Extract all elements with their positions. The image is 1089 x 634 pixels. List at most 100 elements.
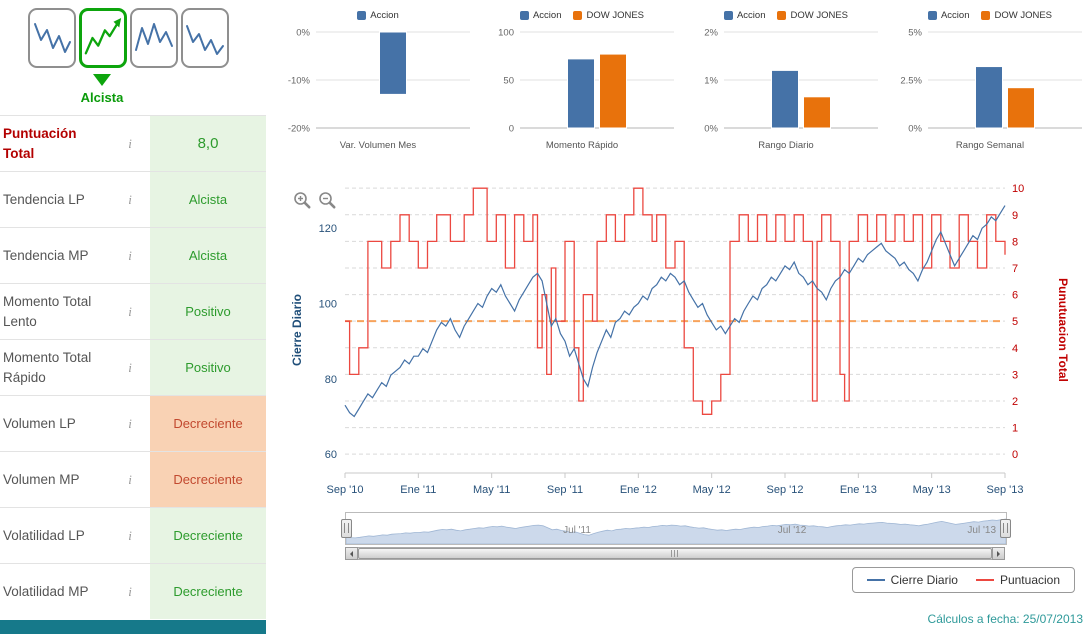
- svg-text:Sep '11: Sep '11: [547, 484, 583, 496]
- svg-text:8: 8: [1012, 236, 1018, 248]
- metric-row-momento-rapido: Momento Total Rápido i Positivo: [0, 339, 266, 395]
- navigator-area: Jul '11 Jul '12 Jul '13: [345, 518, 1007, 545]
- legend-item-accion[interactable]: Accion: [357, 10, 399, 21]
- svg-text:5%: 5%: [908, 28, 922, 39]
- metric-label: Tendencia MP: [3, 247, 89, 263]
- scroll-right-button[interactable]: [992, 547, 1005, 560]
- metric-value: Positivo: [150, 284, 266, 339]
- svg-text:Jul '13: Jul '13: [967, 525, 996, 536]
- mini-plot: 100 50 0: [484, 24, 680, 138]
- main-chart: Cierre Diario Punutuacion Total 0 1 2 3 4 5 6 7…: [285, 175, 1080, 625]
- metric-row-volumen-lp: Volumen LP i Decreciente: [0, 395, 266, 451]
- left-arrow-icon: [347, 550, 353, 557]
- info-icon[interactable]: i: [128, 583, 132, 599]
- metric-row-volatilidad-mp: Volatilidad MP i Decreciente: [0, 563, 266, 619]
- svg-text:50: 50: [503, 76, 514, 87]
- metric-label: Volatilidad LP: [3, 527, 85, 543]
- sidebar: Alcista Puntuación Total i 8,0 Tendencia…: [0, 0, 266, 634]
- accion-swatch-icon: [927, 10, 937, 20]
- svg-text:0%: 0%: [908, 124, 922, 135]
- right-arrow-icon: [997, 550, 1003, 557]
- svg-text:100: 100: [498, 28, 514, 39]
- legend-item-dow-jones[interactable]: DOW JONES: [777, 10, 848, 21]
- info-icon[interactable]: i: [128, 303, 132, 319]
- info-icon[interactable]: i: [128, 135, 132, 151]
- mini-title: Var. Volumen Mes: [339, 140, 417, 151]
- mini-legend: Accion DOW JONES: [688, 6, 884, 24]
- grip-icon: [670, 550, 680, 557]
- svg-text:120: 120: [319, 223, 337, 235]
- svg-text:0: 0: [509, 124, 514, 135]
- navigator-handle-right[interactable]: [1000, 519, 1011, 538]
- svg-text:1%: 1%: [704, 76, 718, 87]
- metric-label: Volumen MP: [3, 471, 80, 487]
- svg-text:May '11: May '11: [473, 484, 510, 496]
- info-icon[interactable]: i: [128, 415, 132, 431]
- zoom-in-button[interactable]: [293, 191, 312, 215]
- metric-row-volatilidad-lp: Volatilidad LP i Decreciente: [0, 507, 266, 563]
- legend-cierre-diario[interactable]: Cierre Diario: [866, 573, 958, 587]
- mini-plot: 2% 1% 0%: [688, 24, 884, 138]
- svg-text:0%: 0%: [704, 124, 718, 135]
- info-icon[interactable]: i: [128, 527, 132, 543]
- svg-text:10: 10: [1012, 183, 1024, 195]
- mini-title: Momento Rápido: [545, 140, 619, 151]
- svg-text:Ene '13: Ene '13: [840, 484, 877, 496]
- mini-chart-rango-diario: Accion DOW JONES 2% 1% 0% Rango Diario: [688, 6, 884, 151]
- scroll-left-button[interactable]: [345, 547, 358, 560]
- svg-text:-10%: -10%: [288, 76, 311, 87]
- price-score-plot[interactable]: 0 1 2 3 4 5 6 7 8 9 10 60 80 100 120 Sep '10 Ene '11 May …: [285, 175, 1045, 505]
- trend-icon-bullish-selected[interactable]: [79, 8, 127, 68]
- svg-text:5: 5: [1012, 316, 1018, 328]
- svg-text:Jul '11: Jul '11: [563, 525, 591, 536]
- svg-text:May '13: May '13: [913, 484, 951, 496]
- svg-text:Sep '13: Sep '13: [987, 484, 1024, 496]
- calculation-date: Cálculos a fecha: 25/07/2013: [927, 612, 1083, 626]
- svg-text:Jul '12: Jul '12: [778, 525, 807, 536]
- svg-text:2%: 2%: [704, 28, 718, 39]
- legend-item-accion[interactable]: Accion: [927, 10, 969, 21]
- zoom-out-button[interactable]: [318, 191, 337, 215]
- legend-item-dow-jones[interactable]: DOW JONES: [981, 10, 1052, 21]
- svg-text:Ene '12: Ene '12: [620, 484, 657, 496]
- navigator-handle-left[interactable]: [341, 519, 352, 538]
- trend-icon-range[interactable]: [130, 8, 178, 68]
- info-icon[interactable]: i: [128, 471, 132, 487]
- scrollbar-track[interactable]: [358, 547, 992, 560]
- mini-charts-row: Accion 0% -10% -20% Var. Volumen Mes Accio…: [280, 6, 1088, 151]
- svg-text:60: 60: [325, 449, 337, 461]
- legend-item-dow-jones[interactable]: DOW JONES: [573, 10, 644, 21]
- info-icon[interactable]: i: [128, 359, 132, 375]
- trend-selector: Alcista: [0, 0, 266, 115]
- mini-title: Rango Semanal: [955, 140, 1025, 151]
- metric-value: Decreciente: [150, 564, 266, 619]
- scrollbar[interactable]: [345, 547, 1005, 560]
- svg-text:4: 4: [1012, 343, 1018, 355]
- metric-value: Alcista: [150, 172, 266, 227]
- metric-value: Alcista: [150, 228, 266, 283]
- legend-item-accion[interactable]: Accion: [519, 10, 561, 21]
- svg-text:0%: 0%: [296, 28, 310, 39]
- legend-item-accion[interactable]: Accion: [723, 10, 765, 21]
- svg-text:2: 2: [1012, 396, 1018, 408]
- mini-chart-var-volumen-mes: Accion 0% -10% -20% Var. Volumen Mes: [280, 6, 476, 151]
- svg-text:May '12: May '12: [693, 484, 731, 496]
- trend-icon-bearish[interactable]: [28, 8, 76, 68]
- scrollbar-thumb[interactable]: [358, 548, 992, 559]
- metric-value: Decreciente: [150, 452, 266, 507]
- info-icon[interactable]: i: [128, 247, 132, 263]
- navigator[interactable]: Jul '11 Jul '12 Jul '13: [341, 512, 1011, 545]
- svg-text:3: 3: [1012, 369, 1018, 381]
- mini-plot: 0% -10% -20%: [280, 24, 476, 138]
- accion-swatch-icon: [357, 10, 367, 20]
- metric-row-tendencia-mp: Tendencia MP i Alcista: [0, 227, 266, 283]
- metric-row-volumen-mp: Volumen MP i Decreciente: [0, 451, 266, 507]
- dow-jones-swatch-icon: [573, 10, 583, 20]
- svg-text:6: 6: [1012, 290, 1018, 302]
- legend-puntuacion[interactable]: Puntuacion: [975, 573, 1060, 587]
- mini-plot: 5% 2.5% 0%: [892, 24, 1088, 138]
- info-icon[interactable]: i: [128, 191, 132, 207]
- metric-label: Volatilidad MP: [3, 583, 89, 599]
- right-axis-title: Punutuacion Total: [1056, 278, 1070, 382]
- trend-icon-volatile[interactable]: [181, 8, 229, 68]
